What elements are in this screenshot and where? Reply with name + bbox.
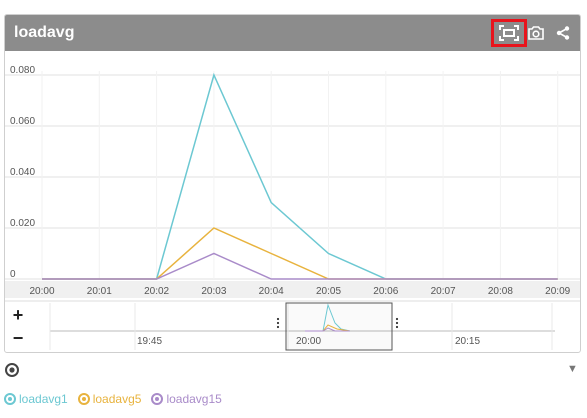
navigator-time-label: 20:15: [455, 336, 480, 347]
navigator-selection-window: [285, 302, 393, 351]
legend-item-loadavg1[interactable]: loadavg1: [4, 392, 68, 406]
legend-label: loadavg1: [19, 392, 68, 406]
handle-dot: [276, 317, 280, 321]
legend-label: loadavg15: [166, 392, 222, 406]
zoom-out-button[interactable]: −: [12, 328, 24, 348]
handle-dot: [395, 325, 399, 329]
series-line-loadavg5: [42, 227, 558, 280]
loadavg-panel: loadavg 0 0.020 0.040 0.060 0.080 20:00 20:01 2…: [4, 14, 581, 353]
x-tick-label: 20:08: [488, 286, 513, 297]
y-tick-label: 0.020: [10, 218, 35, 229]
y-tick-label: 0.060: [10, 116, 35, 127]
x-tick-label: 20:06: [373, 286, 398, 297]
x-tick-label: 20:05: [316, 286, 341, 297]
dropdown-arrow-icon[interactable]: ▼: [567, 363, 578, 375]
navigator-handle[interactable]: [276, 317, 280, 329]
camera-button[interactable]: [523, 20, 549, 46]
share-button[interactable]: [550, 20, 576, 46]
x-tick-label: 20:02: [144, 286, 169, 297]
handle-dot: [395, 321, 399, 325]
handle-dot: [395, 317, 399, 321]
navigator-handle[interactable]: [395, 317, 399, 329]
legend-dot-loadavg15: [151, 393, 164, 405]
handle-dot: [276, 325, 280, 329]
legend-label: loadavg5: [92, 392, 142, 406]
camera-icon: [528, 26, 544, 40]
x-tick-label: 20:00: [29, 286, 54, 297]
legend-dot-loadavg5: [77, 393, 90, 405]
y-tick-label: 0.040: [10, 167, 35, 178]
x-tick-label: 20:09: [545, 286, 570, 297]
navigator-series-loadavg15: [305, 327, 350, 332]
y-tick-label: 0.080: [10, 65, 35, 76]
y-tick-label: 0: [10, 269, 16, 280]
loadavg-chart[interactable]: 0 0.020 0.040 0.060 0.080 20:00 20:01 20:02 20:0…: [5, 51, 580, 352]
fullscreen-icon: [499, 25, 519, 41]
x-axis-band: [5, 281, 580, 298]
navigator-time-label: 20:00: [296, 336, 321, 347]
series-line-loadavg15: [42, 252, 558, 280]
legend-item-loadavg5[interactable]: loadavg5: [77, 392, 142, 406]
fullscreen-button[interactable]: [491, 19, 527, 47]
legend-dot-loadavg1: [4, 393, 16, 405]
x-tick-label: 20:01: [87, 286, 112, 297]
handle-dot: [276, 321, 280, 325]
legend-item-loadavg15[interactable]: loadavg15: [151, 392, 222, 406]
zoom-in-button[interactable]: +: [12, 305, 24, 325]
legend: loadavg1 loadavg5 loadavg15: [4, 392, 222, 406]
navigator-time-label: 19:45: [137, 336, 162, 347]
x-tick-label: 20:07: [431, 286, 456, 297]
panel-title: loadavg: [14, 24, 75, 41]
x-tick-label: 20:04: [259, 286, 284, 297]
panel-header: loadavg: [5, 15, 580, 51]
share-icon: [556, 26, 570, 40]
x-tick-label: 20:03: [201, 286, 226, 297]
target-icon[interactable]: [4, 362, 20, 378]
